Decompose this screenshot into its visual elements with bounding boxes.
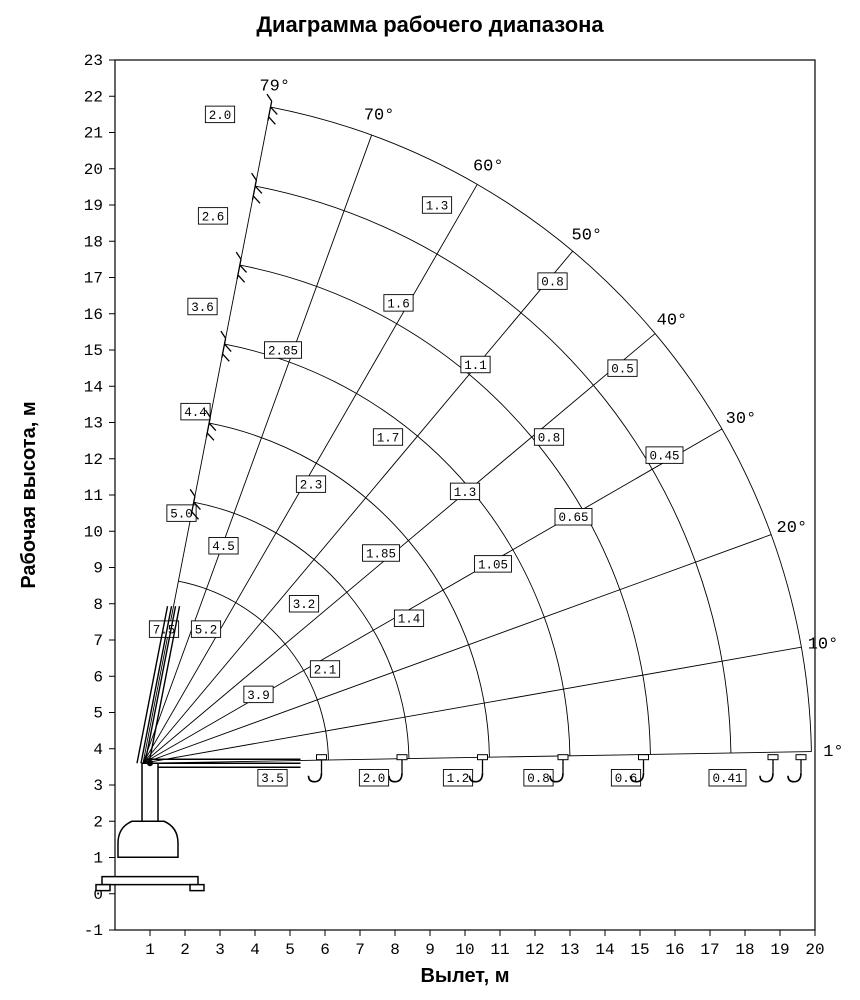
capacity-value: 2.6 [202, 210, 225, 224]
capacity-value: 1.7 [377, 431, 400, 445]
x-tick-label: 8 [390, 941, 400, 959]
x-tick-label: 13 [560, 941, 579, 959]
angle-label: 1° [823, 743, 843, 762]
y-tick-label: 11 [84, 487, 103, 505]
capacity-value: 0.8 [527, 772, 550, 786]
y-tick-label: 10 [84, 523, 103, 541]
y-tick-label: 23 [84, 52, 103, 70]
capacity-value: 2.3 [300, 479, 323, 493]
y-tick-label: 19 [84, 197, 103, 215]
y-tick-label: 16 [84, 306, 103, 324]
capacity-value: 0.45 [649, 450, 679, 464]
capacity-value: 0.8 [541, 276, 564, 290]
angle-label: 10° [808, 635, 839, 654]
capacity-value: 0.65 [558, 511, 588, 525]
angle-label: 20° [777, 519, 808, 538]
y-axis-label: Рабочая высота, м [18, 401, 40, 588]
x-tick-label: 20 [805, 941, 824, 959]
capacity-value: 1.1 [464, 359, 487, 373]
x-tick-label: 17 [700, 941, 719, 959]
x-tick-label: 3 [215, 941, 225, 959]
capacity-value: 0.41 [712, 772, 742, 786]
x-tick-label: 16 [665, 941, 684, 959]
x-tick-label: 10 [455, 941, 474, 959]
y-tick-label: 3 [93, 777, 103, 795]
x-tick-label: 1 [145, 941, 155, 959]
y-tick-label: 12 [84, 451, 103, 469]
capacity-value: 3.2 [293, 598, 316, 612]
angle-label: 70° [364, 106, 395, 125]
x-tick-label: 2 [180, 941, 190, 959]
x-axis-label: Вылет, м [420, 965, 509, 987]
y-tick-label: 20 [84, 161, 103, 179]
capacity-value: 1.85 [366, 547, 396, 561]
y-tick-label: 15 [84, 342, 103, 360]
y-tick-label: 22 [84, 88, 103, 106]
y-tick-label: 9 [93, 560, 103, 578]
capacity-value: 2.1 [314, 663, 337, 677]
angle-label: 30° [726, 410, 757, 429]
y-tick-label: 7 [93, 632, 103, 650]
angle-label: 79° [259, 77, 290, 96]
y-tick-label: 17 [84, 270, 103, 288]
angle-label: 50° [572, 226, 603, 245]
y-tick-label: 18 [84, 233, 103, 251]
y-tick-label: 13 [84, 415, 103, 433]
capacity-value: 3.6 [191, 301, 214, 315]
capacity-value: 2.0 [363, 772, 386, 786]
y-tick-label: 14 [84, 378, 103, 396]
y-tick-label: 1 [93, 850, 103, 868]
capacity-value: 5.0 [170, 508, 193, 522]
y-tick-label: 2 [93, 813, 103, 831]
y-tick-label: 5 [93, 705, 103, 723]
y-tick-label: -1 [84, 922, 103, 940]
x-tick-label: 7 [355, 941, 365, 959]
y-tick-label: 21 [84, 125, 103, 143]
capacity-value: 1.2 [447, 772, 470, 786]
capacity-value: 2.85 [268, 344, 298, 358]
x-tick-label: 11 [490, 941, 509, 959]
y-tick-label: 4 [93, 741, 103, 759]
y-tick-label: 8 [93, 596, 103, 614]
capacity-value: 0.8 [538, 431, 561, 445]
x-tick-label: 15 [630, 941, 649, 959]
x-tick-label: 18 [735, 941, 754, 959]
capacity-value: 0.6 [615, 772, 638, 786]
capacity-value: 0.5 [611, 363, 634, 377]
capacity-value: 1.3 [454, 486, 477, 500]
y-tick-label: 6 [93, 668, 103, 686]
x-tick-label: 12 [525, 941, 544, 959]
x-tick-label: 4 [250, 941, 260, 959]
x-tick-label: 19 [770, 941, 789, 959]
capacity-value: 1.6 [387, 297, 410, 311]
capacity-value: 5.2 [195, 624, 218, 638]
capacity-value: 3.9 [247, 689, 270, 703]
x-tick-label: 6 [320, 941, 330, 959]
capacity-value: 4.4 [184, 406, 207, 420]
x-tick-label: 9 [425, 941, 435, 959]
capacity-value: 1.4 [398, 613, 421, 627]
capacity-value: 1.3 [426, 199, 449, 213]
x-tick-label: 5 [285, 941, 295, 959]
chart-title: Диаграмма рабочего диапазона [256, 12, 604, 37]
x-tick-label: 14 [595, 941, 614, 959]
angle-label: 40° [657, 311, 688, 330]
capacity-value: 4.5 [212, 540, 235, 554]
angle-label: 60° [473, 157, 504, 176]
capacity-value: 2.0 [209, 109, 232, 123]
capacity-value: 1.05 [478, 558, 508, 572]
capacity-value: 3.5 [261, 772, 284, 786]
